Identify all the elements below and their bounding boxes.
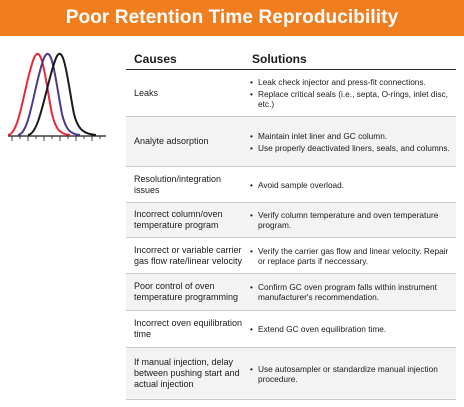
bullet-icon: • xyxy=(250,77,253,87)
solutions-cell: • Use autosampler or standardize manual i… xyxy=(250,359,456,389)
table-row: Poor control of oven temperature program… xyxy=(126,274,456,311)
solutions-cell: • Confirm GC oven program falls within in… xyxy=(250,277,456,307)
solution-item: • Replace critical seals (i.e., septa, O-… xyxy=(250,89,448,109)
solution-item: • Use autosampler or standardize manual i… xyxy=(250,363,438,384)
cause-cell: Incorrect column/oven temperature progra… xyxy=(134,209,223,230)
cause-cell: Leaks xyxy=(134,87,159,98)
table-row: Incorrect oven equilibration time • Exten… xyxy=(126,311,456,348)
bullet-icon: • xyxy=(250,282,253,292)
solutions-cell: • Maintain inlet liner and GC column. • Us… xyxy=(250,126,456,158)
solutions-header: Solutions xyxy=(252,52,307,66)
table-header: Causes Solutions xyxy=(126,48,456,70)
cause-cell: Poor control of oven temperature program… xyxy=(134,281,239,302)
solution-item: • Avoid sample overload. xyxy=(250,179,345,190)
solutions-cell: • Leak check injector and press-fit conne… xyxy=(250,72,456,114)
table-row: Leaks • Leak check injector and press-fit… xyxy=(126,70,456,117)
solution-item: • Confirm GC oven program falls within in… xyxy=(250,282,437,302)
cause-cell: Incorrect oven equilibration time xyxy=(134,318,243,339)
troubleshooting-table: Causes Solutions Leaks • Leak check injec… xyxy=(126,48,456,400)
solutions-cell: • Avoid sample overload. xyxy=(250,175,456,195)
peak-purple xyxy=(17,53,81,136)
solutions-cell: • Verify column temperature and oven temp… xyxy=(250,205,456,235)
chromatogram-peaks-icon xyxy=(7,53,106,141)
cause-cell: If manual injection, delay between pushi… xyxy=(134,357,240,389)
bullet-icon: • xyxy=(250,130,253,141)
cause-cell: Resolution/integration issues xyxy=(134,173,222,195)
title-banner: Poor Retention Time Reproducibility xyxy=(0,0,464,36)
bullet-icon: • xyxy=(250,142,253,153)
bullet-icon: • xyxy=(250,210,253,220)
table-row: Analyte adsorption • Maintain inlet liner… xyxy=(126,117,456,167)
bullet-icon: • xyxy=(250,245,253,256)
solution-item: • Use properly deactivated liners, seals,… xyxy=(250,142,450,153)
table-row: Incorrect column/oven temperature progra… xyxy=(126,203,456,238)
page-title: Poor Retention Time Reproducibility xyxy=(65,7,399,28)
bullet-icon: • xyxy=(250,89,253,99)
table-row: Incorrect or variable carrier gas flow r… xyxy=(126,238,456,274)
table-row: Resolution/integration issues • Avoid sam… xyxy=(126,167,456,203)
solutions-cell: • Verify the carrier gas flow and linear … xyxy=(250,241,456,271)
table-row: If manual injection, delay between pushi… xyxy=(126,348,456,400)
cause-cell: Analyte adsorption xyxy=(134,136,209,146)
solution-item: • Extend GC oven equilibration time. xyxy=(250,324,387,334)
solution-item: • Verify column temperature and oven temp… xyxy=(250,210,439,230)
peak-red xyxy=(7,53,71,136)
solutions-cell: • Extend GC oven equilibration time. xyxy=(250,319,456,339)
axis-ticks xyxy=(11,136,101,141)
solution-item: • Leak check injector and press-fit conne… xyxy=(250,77,426,87)
peak-black xyxy=(27,53,97,136)
bullet-icon: • xyxy=(250,324,253,334)
solution-item: • Verify the carrier gas flow and linear … xyxy=(250,245,449,266)
causes-header: Causes xyxy=(134,52,177,66)
bullet-icon: • xyxy=(250,179,253,190)
cause-cell: Incorrect or variable carrier gas flow r… xyxy=(134,244,243,266)
bullet-icon: • xyxy=(250,363,253,374)
solution-item: • Maintain inlet liner and GC column. xyxy=(250,130,388,141)
